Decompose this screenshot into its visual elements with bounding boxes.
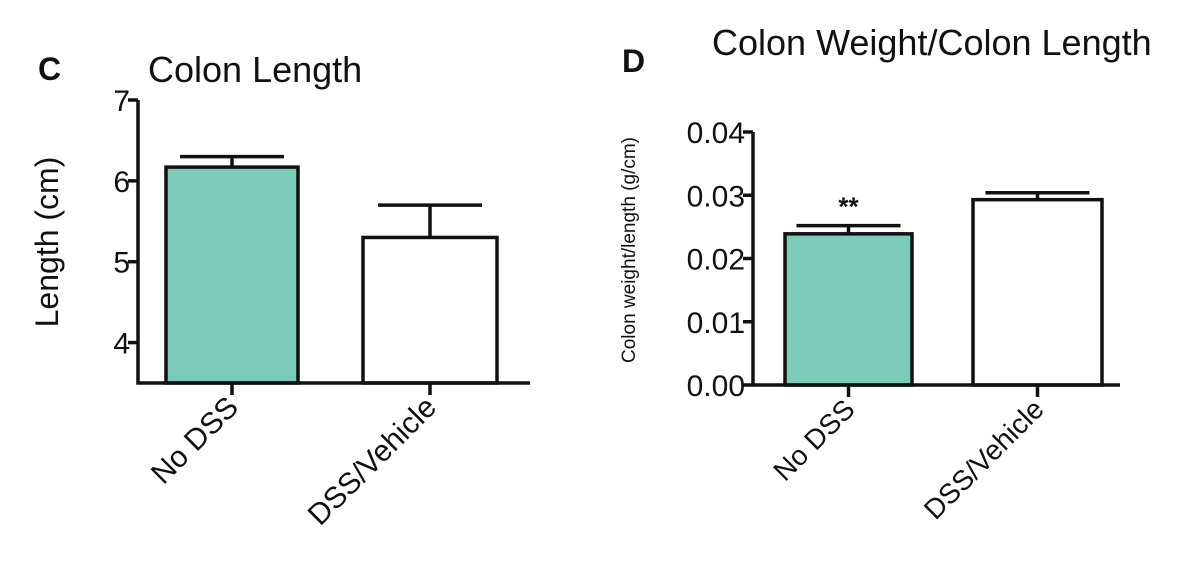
- chart-panel-d: D Colon Weight/Colon Length Colon weight/l…: [619, 22, 1152, 525]
- bar-no-dss: [164, 165, 300, 385]
- panel-letter: C: [38, 51, 61, 87]
- y-tick-label: 0.03: [687, 180, 745, 213]
- y-tick-label: 0.02: [687, 244, 745, 277]
- y-tick-label: 0.04: [687, 117, 745, 150]
- y-tick-label: 0.01: [687, 307, 745, 340]
- x-tick-label: No DSS: [767, 393, 860, 486]
- chart-panel-c: C Colon Length Length (cm) No DSS DSS/Vehicl…: [29, 49, 530, 532]
- y-tick-label: 7: [113, 85, 130, 118]
- y-tick-label: 4: [113, 328, 130, 361]
- bar-dss-vehicle: [971, 197, 1104, 387]
- x-tick-label: No DSS: [145, 391, 245, 491]
- y-axis-label: Length (cm): [29, 157, 65, 328]
- bar-no-dss: [783, 232, 914, 387]
- panel-letter: D: [622, 43, 645, 79]
- x-tick-label: DSS/Vehicle: [918, 393, 1050, 525]
- chart-title: Colon Weight/Colon Length: [712, 22, 1152, 63]
- bar-dss-vehicle: [361, 235, 499, 385]
- y-tick-label: 5: [113, 247, 130, 280]
- y-axis-label: Colon weight/length (g/cm): [619, 137, 640, 363]
- chart-title: Colon Length: [148, 49, 362, 90]
- y-tick-label: 6: [113, 166, 130, 199]
- y-tick-label: 0.00: [687, 370, 745, 403]
- x-tick-label: DSS/Vehicle: [302, 391, 443, 532]
- significance-annotation: **: [838, 192, 859, 222]
- axes: [136, 100, 530, 385]
